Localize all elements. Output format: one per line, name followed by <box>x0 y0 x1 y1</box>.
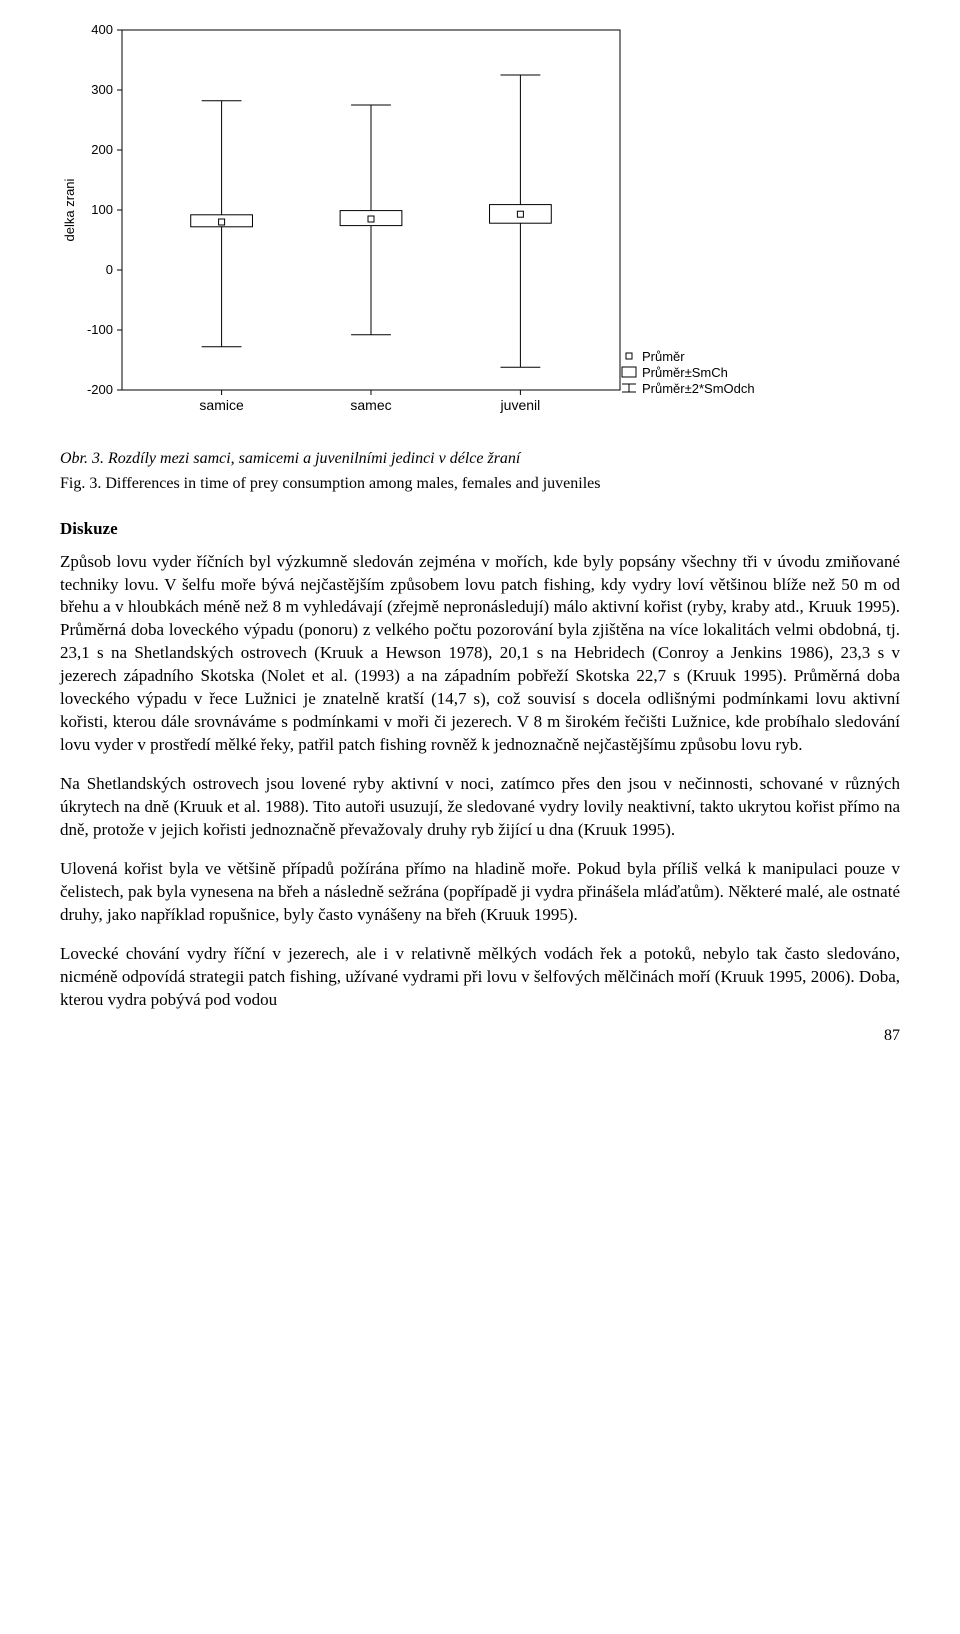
boxplot-svg: -200 -100 0 100 200 300 400 delka zrani samice sa… <box>50 20 770 420</box>
svg-text:Průměr±2*SmOdch: Průměr±2*SmOdch <box>642 381 755 396</box>
discussion-paragraph-4: Lovecké chování vydry říční v jezerech, … <box>60 943 900 1012</box>
svg-text:juvenil: juvenil <box>500 397 541 413</box>
svg-text:200: 200 <box>91 142 113 157</box>
caption-en-prefix: Fig. 3. <box>60 475 105 492</box>
discussion-paragraph-2: Na Shetlandských ostrovech jsou lovené r… <box>60 773 900 842</box>
page-number: 87 <box>60 1027 900 1045</box>
svg-text:Průměr: Průměr <box>642 349 685 364</box>
figure-caption-en: Fig. 3. Differences in time of prey cons… <box>60 474 900 495</box>
svg-text:samec: samec <box>350 397 391 413</box>
caption-cz-prefix: Obr. 3. <box>60 450 108 467</box>
discussion-paragraph-3: Ulovená kořist byla ve většině případů p… <box>60 858 900 927</box>
figure-caption-cz: Obr. 3. Rozdíly mezi samci, samicemi a j… <box>60 449 900 470</box>
svg-text:400: 400 <box>91 22 113 37</box>
svg-text:100: 100 <box>91 202 113 217</box>
svg-text:Průměr±SmCh: Průměr±SmCh <box>642 365 728 380</box>
section-title-discussion: Diskuze <box>60 519 900 539</box>
svg-text:300: 300 <box>91 82 113 97</box>
svg-text:-100: -100 <box>87 322 113 337</box>
caption-en-text: Differences in time of prey consumption … <box>105 475 600 492</box>
svg-text:delka zrani: delka zrani <box>62 178 77 241</box>
caption-cz-text: Rozdíly mezi samci, samicemi a juvenilní… <box>108 450 520 467</box>
svg-text:-200: -200 <box>87 382 113 397</box>
svg-text:samice: samice <box>199 397 244 413</box>
svg-text:0: 0 <box>106 262 113 277</box>
prey-length-boxplot: -200 -100 0 100 200 300 400 delka zrani samice sa… <box>50 20 900 425</box>
discussion-paragraph-1: Způsob lovu vyder říčních byl výzkumně s… <box>60 551 900 757</box>
